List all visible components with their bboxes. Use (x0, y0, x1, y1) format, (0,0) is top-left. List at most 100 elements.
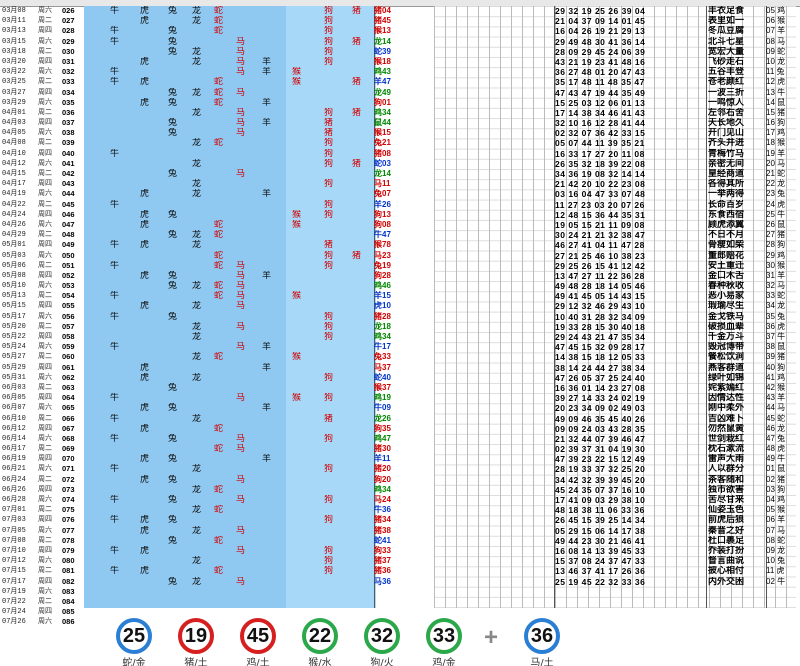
zodiac-phrase: 苦尽甘来 (708, 495, 745, 505)
drawn-numbers: 17 14 38 34 46 41 43 (555, 107, 646, 118)
drawn-numbers: 38 14 24 44 27 38 34 (555, 362, 646, 373)
zodiac-mark: 牛 (110, 240, 120, 251)
zodiac-phrase: 金口木舌 (708, 270, 745, 281)
table-row: 06月26 周四 073 龙 蛇 鸡34 45 24 35 07 37 16 10 独市欲害 0… (0, 485, 800, 495)
table-row: 03月18 周二 030 兔 龙 马 狗 蛇39 28 09 29 45 24 06 39 宽宏大… (0, 47, 800, 57)
draw-weekday: 周四 (38, 210, 52, 218)
draw-date: 03月11 (2, 17, 26, 26)
special-number (374, 597, 404, 607)
table-row: 03月08 周六 026 牛 虎 兔 龙 蛇 狗 猪 猪04 29 32 19 25 26 39 04… (0, 6, 800, 16)
table-row: 05月13 周二 054 牛 蛇 马 猴 羊15 49 41 45 05 14 43 15 恶小易… (0, 291, 800, 301)
draw-number: 057 (62, 321, 75, 331)
draw-weekday: 周四 (38, 57, 52, 65)
zodiac-mark: 狗 (324, 26, 334, 37)
special-number: 猪28 (374, 311, 391, 321)
draw-weekday: 周二 (38, 47, 52, 55)
special-number: 羊26 (374, 199, 391, 209)
drawn-numbers: 21 04 37 09 14 01 45 (555, 16, 646, 27)
special-number: 龙14 (374, 169, 391, 178)
special-number: 猪04 (374, 6, 391, 15)
draw-weekday: 周六 (38, 282, 52, 290)
zodiac-mark: 羊 (262, 67, 272, 78)
zodiac-mark: 蛇 (214, 77, 224, 88)
drawn-numbers: 15 25 03 12 06 01 13 (555, 97, 646, 108)
zodiac-mark: 猴 (292, 219, 302, 230)
zodiac-phrase: 金戈铁马 (708, 311, 745, 322)
zodiac-mark: 狗 (324, 556, 334, 567)
zodiac-mark: 狗 (324, 6, 334, 16)
special-number: 猴18 (374, 56, 391, 66)
special-number: 牛47 (374, 230, 391, 240)
number-grid (434, 6, 796, 608)
draw-rows: 03月08 周六 026 牛虎兔龙蛇狗猪猪04 29 32 19 25 26 39 04… (0, 6, 800, 627)
draw-ball: 22 猴/水 (296, 618, 344, 666)
drawn-numbers: 48 18 38 11 06 33 36 (555, 505, 645, 516)
draw-weekday: 周二 (38, 567, 52, 575)
table-row: 07月26 周六 086 (0, 617, 800, 627)
zodiac-phrase: 餐松饮涧 (708, 352, 745, 363)
draw-number: 060 (62, 352, 75, 362)
zodiac-mark: 龙 (192, 505, 202, 516)
special-number: 羊15 (374, 291, 391, 301)
draw-weekday: 周二 (38, 383, 52, 391)
draw-weekday: 周六 (38, 557, 52, 565)
draw-weekday: 周二 (38, 353, 52, 361)
number-zodiac: 05 鸡 (766, 6, 786, 15)
draw-number: 053 (62, 281, 75, 291)
drawn-numbers: 05 29 15 06 14 17 38 (555, 525, 646, 536)
drawn-numbers: 15 37 08 24 37 47 33 (555, 556, 646, 567)
zodiac-mark: 兔 (168, 495, 178, 505)
zodiac-mark: 马 (236, 342, 246, 353)
zodiac-mark: 兔 (168, 169, 178, 179)
ball-label: 鸡/金 (432, 658, 456, 666)
draw-weekday: 周六 (38, 343, 52, 351)
draw-weekday: 周二 (38, 170, 52, 177)
zodiac-mark: 牛 (110, 413, 120, 424)
ball-number: 22 (302, 618, 338, 654)
zodiac-phrase: 秦晋之好 (708, 525, 745, 536)
zodiac-mark: 牛 (110, 393, 120, 404)
draw-date: 04月15 (2, 170, 26, 178)
drawn-numbers: 32 10 16 12 28 41 44 (555, 118, 646, 129)
number-zodiac: 05 猴 (766, 505, 786, 515)
zodiac-mark: 龙 (192, 352, 202, 363)
zodiac-mark: 蛇 (214, 566, 224, 577)
draw-date: 05月29 (2, 363, 26, 372)
drawn-numbers: 47 45 15 32 09 28 17 (555, 342, 646, 353)
number-zodiac: 08 蛇 (766, 535, 786, 545)
draw-ball: 25 蛇/金 (110, 618, 158, 666)
zodiac-mark: 马 (236, 444, 246, 455)
table-row: 05月20 周二 057 龙 马 狗 龙18 19 33 28 15 30 40 18 破损血辈… (0, 322, 800, 332)
draw-number: 044 (62, 189, 75, 199)
draw-date: 07月22 (2, 597, 26, 606)
zodiac-mark: 牛 (110, 77, 120, 88)
zodiac-mark: 马 (236, 169, 246, 179)
table-row: 05月10 周六 053 兔 龙 蛇 马 鸡46 49 48 28 18 14 05 46 春种秋… (0, 281, 800, 291)
zodiac-phrase: 恶小易家 (708, 291, 745, 302)
zodiac-phrase: 亲密无间 (708, 158, 745, 169)
draw-date: 04月24 (2, 210, 26, 219)
draw-number: 086 (62, 617, 75, 627)
drawn-numbers: 13 46 37 41 17 26 36 (555, 566, 646, 577)
draw-number: 079 (62, 545, 75, 555)
number-zodiac: 04 鸡 (766, 495, 786, 504)
number-zodiac: 17 鸡 (766, 128, 786, 138)
draw-date: 06月14 (2, 434, 26, 443)
table-row: 05月08 周四 052 虎 兔 马 羊 狗28 13 47 27 11 22 36 28 金口木… (0, 271, 800, 281)
zodiac-mark: 兔 (168, 6, 178, 16)
zodiac-mark: 虎 (140, 209, 150, 220)
zodiac-mark: 羊 (262, 403, 272, 414)
table-row: 04月19 周六 044 虎 龙 羊 兔07 03 16 04 47 33 07 48 一举两得… (0, 189, 800, 199)
number-zodiac: 46 龙 (766, 423, 786, 433)
zodiac-mark: 马 (236, 118, 246, 129)
zodiac-mark: 狗 (324, 433, 334, 444)
zodiac-mark: 狗 (324, 199, 334, 210)
draw-weekday: 周四 (38, 455, 52, 463)
zodiac-mark: 马 (236, 107, 246, 118)
draw-number: 082 (62, 576, 75, 586)
special-number: 鸡34 (374, 332, 391, 341)
zodiac-mark: 兔 (168, 403, 178, 414)
table-row: 05月01 周四 049 牛 虎 龙 猪 猴78 46 27 41 04 11 47 28 骨瘦如… (0, 240, 800, 250)
draw-date: 06月21 (2, 465, 26, 474)
zodiac-phrase: 表里如一 (708, 16, 745, 27)
